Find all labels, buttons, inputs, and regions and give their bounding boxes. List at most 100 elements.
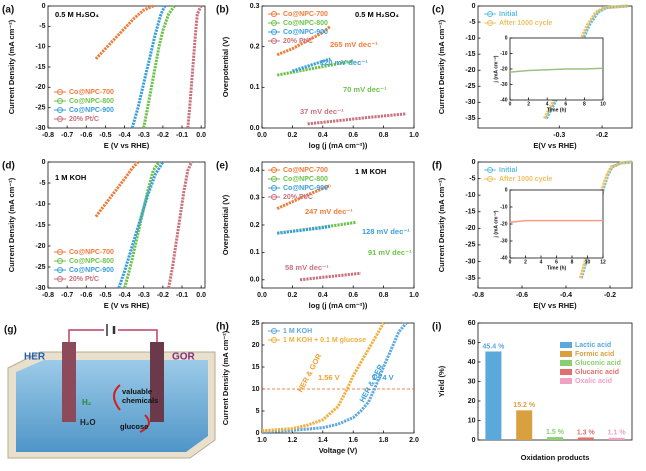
x-tick-label: -0.3 bbox=[138, 292, 150, 299]
annotation: 0.5 M H₂SO₄ bbox=[55, 10, 99, 19]
data-line bbox=[261, 322, 385, 433]
x-tick-label: -0.2 bbox=[596, 132, 608, 139]
x-tick-label: 1.2 bbox=[288, 437, 298, 444]
legend-label: Co@NPC-800 bbox=[283, 176, 328, 183]
y-tick-label: -20 bbox=[465, 225, 475, 232]
x-tick-label: -0.4 bbox=[560, 292, 572, 299]
legend-swatch bbox=[560, 342, 572, 348]
data-line bbox=[130, 5, 167, 129]
plot-frame bbox=[477, 5, 633, 129]
x-tick-label: -0.8 bbox=[42, 292, 54, 299]
legend-label: Formic acid bbox=[575, 351, 614, 358]
legend-marker bbox=[271, 337, 277, 343]
panel-label: (e) bbox=[216, 161, 228, 172]
legend-marker bbox=[57, 267, 63, 273]
y-tick-label: 0 bbox=[472, 437, 476, 444]
y-tick-label: -20 bbox=[500, 66, 507, 72]
legend-marker bbox=[271, 185, 277, 191]
y-tick-label: -40 bbox=[500, 255, 507, 261]
panel-label: (h) bbox=[216, 322, 229, 333]
bar bbox=[547, 437, 563, 440]
x-tick-label: 1.6 bbox=[348, 437, 358, 444]
x-tick-label: 0.8 bbox=[379, 132, 389, 139]
y-tick-label: -15 bbox=[35, 64, 45, 71]
legend-label: Co@NPC-700 bbox=[283, 167, 328, 174]
y-tick-label: -20 bbox=[35, 84, 45, 91]
legend-marker bbox=[57, 258, 63, 264]
legend-label: Co@NPC-900 bbox=[69, 267, 114, 274]
x-tick-label: -0.1 bbox=[176, 292, 188, 299]
value-label: 1.1 % bbox=[608, 430, 627, 437]
y-axis-label: Current Density (mA cm⁻²) bbox=[437, 177, 446, 272]
y-tick-label: 0.0 bbox=[250, 125, 260, 132]
y-tick-label: 0.0 bbox=[250, 277, 260, 284]
plot-frame bbox=[261, 322, 415, 434]
x-tick-label: 1.4 bbox=[318, 437, 328, 444]
legend-label: Initial bbox=[499, 167, 517, 174]
data-line bbox=[142, 5, 176, 129]
legend-marker bbox=[57, 107, 63, 113]
x-axis-label: E(V vs RHE) bbox=[533, 301, 577, 310]
y-tick-label: 0 bbox=[256, 430, 260, 437]
legend-marker bbox=[271, 20, 277, 26]
y-tick-label: 0.1 bbox=[250, 249, 260, 256]
x-tick-label: -0.8 bbox=[472, 292, 484, 299]
wire bbox=[68, 329, 104, 342]
x-tick-label: -0.2 bbox=[157, 292, 169, 299]
y-axis-label: Current Density (mA cm⁻²) bbox=[7, 177, 16, 272]
x-axis-label: log (j (mA cm⁻²)) bbox=[309, 301, 368, 310]
x-tick-label: 0 bbox=[509, 259, 512, 265]
x-tick-label: 1.0 bbox=[409, 132, 419, 139]
x-tick-label: -0.3 bbox=[553, 132, 565, 139]
legend-label: Co@NPC-700 bbox=[69, 249, 114, 256]
y-tick-label: 0 bbox=[472, 3, 476, 10]
annotation: 91 mV dec⁻¹ bbox=[368, 248, 412, 257]
x-tick-label: -0.8 bbox=[42, 132, 54, 139]
value-label: 15.2 % bbox=[513, 402, 536, 409]
legend-label: 20% Pt/C bbox=[69, 116, 99, 123]
y-tick-label: -35 bbox=[465, 275, 475, 282]
diagram-g: (g) HER GOR H₂ H₂O valuable chemicals gl… bbox=[4, 324, 216, 459]
legend-label: Co@NPC-800 bbox=[69, 98, 114, 105]
legend-marker bbox=[57, 98, 63, 104]
y-tick-label: 0.2 bbox=[250, 44, 260, 51]
x-tick-label: 4 bbox=[540, 259, 543, 265]
legend-label: 20% Pt/C bbox=[69, 276, 99, 283]
legend-marker bbox=[487, 176, 493, 182]
legend-marker bbox=[271, 167, 277, 173]
data-line bbox=[117, 161, 165, 289]
annotation: 265 mV dec⁻¹ bbox=[330, 40, 378, 49]
x-tick-label: -0.5 bbox=[99, 132, 111, 139]
x-tick-label: -0.6 bbox=[80, 132, 92, 139]
x-tick-label: 4 bbox=[546, 101, 549, 107]
legend-marker bbox=[271, 176, 277, 182]
data-line bbox=[276, 25, 332, 57]
x-axis-label: Oxidation products bbox=[521, 453, 590, 462]
value-label: 1.3 % bbox=[577, 429, 596, 436]
x-tick-label: -0.1 bbox=[176, 132, 188, 139]
legend-label: Co@NPC-900 bbox=[283, 185, 328, 192]
wire bbox=[118, 329, 158, 342]
legend-marker bbox=[271, 38, 277, 44]
annotation: 70 mV dec⁻¹ bbox=[343, 85, 387, 94]
panel-label: (c) bbox=[432, 5, 444, 16]
x-axis-label: Voltage (V) bbox=[319, 446, 358, 455]
legend-label: Gluconic acid bbox=[575, 360, 621, 367]
x-tick-label: 8 bbox=[571, 259, 574, 265]
plot-frame bbox=[509, 189, 604, 259]
legend-label: 1 M KOH bbox=[283, 328, 312, 335]
y-tick-label: -20 bbox=[500, 221, 507, 227]
legend-swatch bbox=[560, 369, 572, 375]
y-tick-label: -30 bbox=[35, 125, 45, 132]
legend-marker bbox=[57, 89, 63, 95]
value-label: 45.4 % bbox=[483, 343, 506, 350]
y-tick-label: -30 bbox=[35, 285, 45, 292]
annotation: 1.56 V bbox=[318, 373, 340, 382]
x-tick-label: -0.5 bbox=[99, 292, 111, 299]
y-tick-label: 50 bbox=[468, 339, 476, 346]
y-tick-label: -30 bbox=[465, 258, 475, 265]
legend-marker bbox=[487, 11, 493, 17]
x-tick-label: 10 bbox=[600, 101, 606, 107]
plot-frame bbox=[477, 161, 633, 289]
